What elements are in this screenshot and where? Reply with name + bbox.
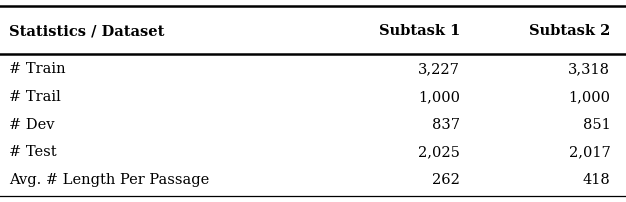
Text: # Test: # Test bbox=[9, 145, 57, 159]
Text: 1,000: 1,000 bbox=[568, 90, 610, 104]
Text: 1,000: 1,000 bbox=[418, 90, 460, 104]
Text: 262: 262 bbox=[432, 173, 460, 187]
Text: 837: 837 bbox=[432, 118, 460, 132]
Text: Statistics / Dataset: Statistics / Dataset bbox=[9, 24, 165, 38]
Text: 3,227: 3,227 bbox=[418, 62, 460, 76]
Text: 2,025: 2,025 bbox=[418, 145, 460, 159]
Text: 418: 418 bbox=[583, 173, 610, 187]
Text: # Trail: # Trail bbox=[9, 90, 61, 104]
Text: 2,017: 2,017 bbox=[568, 145, 610, 159]
Text: # Train: # Train bbox=[9, 62, 66, 76]
Text: Avg. # Length Per Passage: Avg. # Length Per Passage bbox=[9, 173, 210, 187]
Text: # Dev: # Dev bbox=[9, 118, 55, 132]
Text: Subtask 1: Subtask 1 bbox=[379, 24, 460, 38]
Text: 3,318: 3,318 bbox=[568, 62, 610, 76]
Text: Subtask 2: Subtask 2 bbox=[529, 24, 610, 38]
Text: 851: 851 bbox=[583, 118, 610, 132]
